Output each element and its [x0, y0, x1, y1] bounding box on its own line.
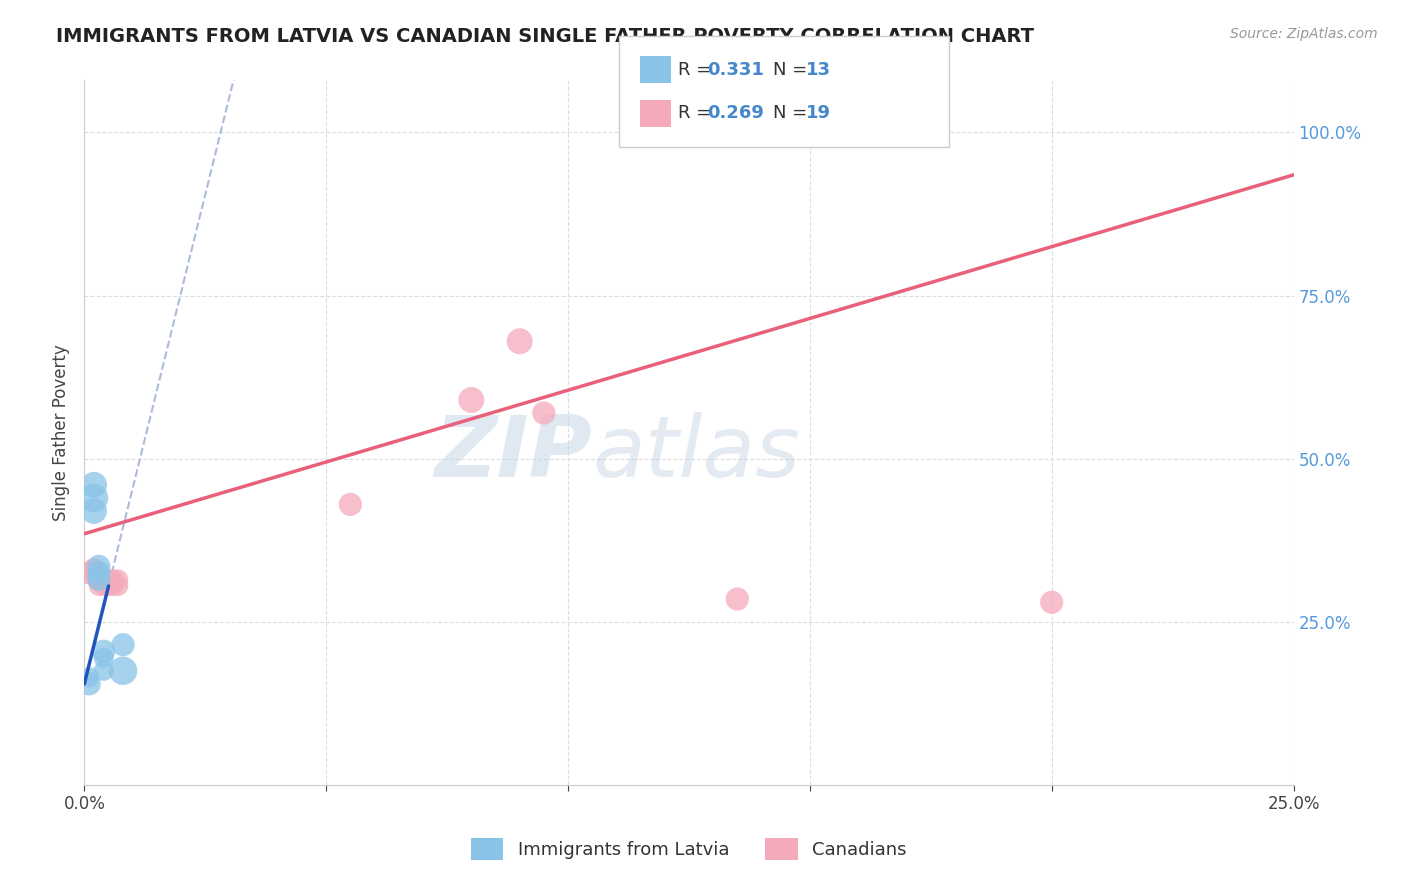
Text: 19: 19	[806, 104, 831, 122]
Point	[112, 664, 135, 678]
Point	[107, 579, 129, 593]
Text: N =: N =	[773, 104, 813, 122]
Text: atlas: atlas	[592, 412, 800, 495]
Y-axis label: Single Father Poverty: Single Father Poverty	[52, 344, 70, 521]
Point	[112, 638, 135, 652]
Point	[93, 579, 115, 593]
Text: N =: N =	[773, 61, 813, 78]
Point	[339, 497, 361, 511]
Point	[725, 592, 748, 607]
Point	[87, 559, 110, 574]
Point	[83, 504, 105, 518]
Point	[103, 579, 125, 593]
Text: 0.269: 0.269	[707, 104, 763, 122]
Point	[87, 573, 110, 587]
Point	[87, 579, 110, 593]
Point	[460, 392, 482, 407]
Point	[107, 573, 129, 587]
Text: 0.331: 0.331	[707, 61, 763, 78]
Point	[83, 491, 105, 505]
Point	[97, 579, 120, 593]
Point	[97, 573, 120, 587]
Point	[103, 573, 125, 587]
Point	[83, 569, 105, 583]
Legend: Immigrants from Latvia, Canadians: Immigrants from Latvia, Canadians	[464, 831, 914, 868]
Point	[83, 478, 105, 492]
Point	[87, 573, 110, 587]
Point	[77, 566, 100, 580]
Point	[1040, 595, 1063, 609]
Point	[509, 334, 531, 349]
Point	[93, 573, 115, 587]
Text: R =: R =	[678, 104, 717, 122]
Text: R =: R =	[678, 61, 717, 78]
Point	[93, 644, 115, 658]
Point	[93, 664, 115, 678]
Point	[77, 670, 100, 684]
Text: Source: ZipAtlas.com: Source: ZipAtlas.com	[1230, 27, 1378, 41]
Point	[533, 406, 555, 420]
Point	[87, 566, 110, 580]
Point	[77, 677, 100, 691]
Point	[93, 650, 115, 665]
Point	[83, 563, 105, 577]
Text: IMMIGRANTS FROM LATVIA VS CANADIAN SINGLE FATHER POVERTY CORRELATION CHART: IMMIGRANTS FROM LATVIA VS CANADIAN SINGL…	[56, 27, 1035, 45]
Text: 13: 13	[806, 61, 831, 78]
Text: ZIP: ZIP	[434, 412, 592, 495]
